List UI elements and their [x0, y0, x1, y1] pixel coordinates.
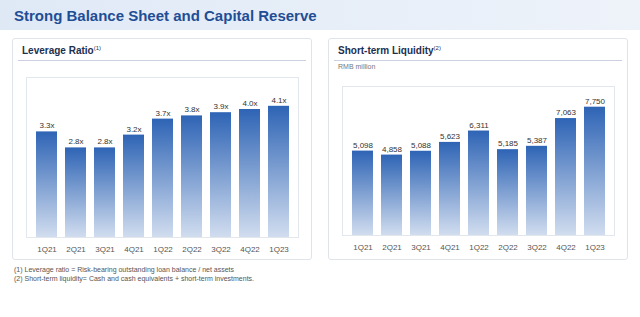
- html-text:Short-term Liquidity(2): Short-term Liquidity(2): [338, 45, 441, 57]
- svg-text:2Q21: 2Q21: [66, 246, 86, 255]
- svg-text:3Q22: 3Q22: [211, 246, 231, 255]
- svg-text:3.8x: 3.8x: [184, 106, 199, 115]
- svg-text:5,088: 5,088: [411, 141, 432, 150]
- svg-text:4.1x: 4.1x: [271, 96, 286, 105]
- svg-text:1Q21: 1Q21: [37, 246, 57, 255]
- svg-text:5,185: 5,185: [498, 140, 519, 149]
- svg-text:4,858: 4,858: [382, 145, 403, 154]
- svg-text:5,098: 5,098: [353, 141, 374, 150]
- svg-text:1Q23: 1Q23: [585, 244, 605, 253]
- svg-text:2.8x: 2.8x: [68, 138, 83, 147]
- svg-text:6,311: 6,311: [469, 121, 489, 130]
- svg-text:3.9x: 3.9x: [213, 103, 228, 112]
- html-text:(2) Short-term liquidity= Cash: (2) Short-term liquidity= Cash and cash …: [14, 275, 255, 283]
- svg-text:1Q22: 1Q22: [469, 244, 489, 253]
- svg-text:2Q22: 2Q22: [498, 244, 518, 253]
- html-text:Leverage Ratio(1): Leverage Ratio(1): [22, 45, 101, 57]
- html-text:RMB million: RMB million: [338, 63, 376, 71]
- svg-text:4Q22: 4Q22: [556, 244, 576, 253]
- html-text:Strong Balance Sheet and Capit: Strong Balance Sheet and Capital Reserve: [14, 6, 317, 24]
- svg-text:4.0x: 4.0x: [242, 99, 257, 108]
- svg-text:5,623: 5,623: [440, 132, 461, 141]
- svg-text:4Q22: 4Q22: [240, 246, 260, 255]
- svg-text:2Q22: 2Q22: [182, 246, 202, 255]
- html-text:(1) Leverage ratio = Risk-bear: (1) Leverage ratio = Risk-bearing outsta…: [14, 266, 235, 274]
- svg-text:3.3x: 3.3x: [39, 122, 54, 131]
- svg-text:4Q21: 4Q21: [440, 244, 460, 253]
- svg-text:3Q21: 3Q21: [411, 244, 431, 253]
- svg-text:2Q21: 2Q21: [382, 244, 402, 253]
- svg-text:3Q21: 3Q21: [95, 246, 115, 255]
- svg-text:1Q21: 1Q21: [353, 244, 373, 253]
- svg-text:3.2x: 3.2x: [126, 125, 141, 134]
- svg-text:5,387: 5,387: [527, 136, 548, 145]
- svg-text:4Q21: 4Q21: [124, 246, 144, 255]
- svg-text:2.8x: 2.8x: [97, 138, 112, 147]
- svg-text:7,063: 7,063: [556, 108, 577, 117]
- svg-text:3.7x: 3.7x: [155, 109, 170, 118]
- svg-text:3Q22: 3Q22: [527, 244, 547, 253]
- svg-text:1Q22: 1Q22: [153, 246, 173, 255]
- svg-text:1Q23: 1Q23: [269, 246, 289, 255]
- svg-text:7,750: 7,750: [585, 97, 606, 106]
